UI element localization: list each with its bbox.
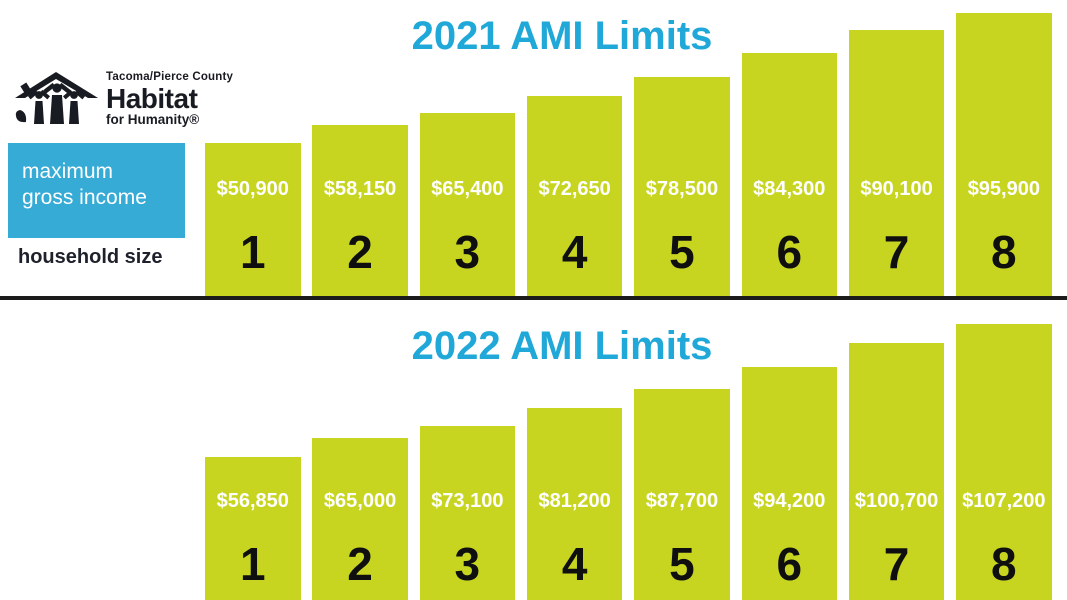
bar-value-label-2021-5: $78,500 [645, 178, 719, 200]
bar-value-label-2022-4: $81,200 [538, 490, 611, 512]
maximum-gross-income-label: maximum gross income [8, 143, 185, 238]
income-label-text: maximum gross income [22, 160, 147, 210]
bar-category-label-2022-2: 2 [347, 538, 373, 590]
bar-value-label-2021-2: $58,150 [323, 178, 397, 200]
bar-value-label-2022-6: $94,200 [753, 490, 826, 512]
bar-value-label-2021-7: $90,100 [860, 178, 933, 200]
bar-value-label-2022-7: $100,700 [854, 490, 939, 512]
bar-value-label-2022-1: $56,850 [216, 490, 289, 512]
bar-2022-size-2 [312, 438, 408, 600]
bar-2021-size-8 [956, 13, 1052, 296]
bar-category-label-2022-8: 8 [991, 538, 1017, 590]
bar-value-label-2022-3: $73,100 [431, 490, 504, 512]
bar-category-label-2021-3: 3 [454, 226, 481, 278]
bar-2021-size-3 [419, 113, 516, 296]
bar-value-label-2022-8: $107,200 [962, 490, 1046, 512]
bar-category-label-2021-8: 8 [991, 226, 1017, 278]
bar-2022-size-7 [848, 343, 945, 600]
bar-category-label-2022-5: 5 [669, 538, 695, 590]
bar-category-label-2021-4: 4 [561, 226, 588, 278]
household-size-label: household size [18, 246, 163, 268]
bar-2022-size-6 [741, 367, 837, 600]
habitat-house-icon [15, 72, 98, 124]
bar-category-label-2022-3: 3 [454, 538, 481, 590]
bar-value-label-2021-8: $95,900 [967, 178, 1040, 200]
bar-category-label-2022-4: 4 [561, 538, 588, 590]
bar-2021-size-6 [741, 53, 837, 296]
bar-category-label-2021-7: 7 [883, 226, 910, 278]
logo-county: Tacoma/Pierce County [106, 71, 234, 83]
habitat-logo-text: Tacoma/Pierce County Habitat for Humanit… [106, 68, 233, 126]
bar-category-label-2021-2: 2 [347, 226, 373, 278]
divider-line [0, 296, 1067, 300]
bar-category-label-2022-1: 1 [239, 538, 266, 590]
bar-2021-size-7 [848, 30, 945, 296]
bar-value-label-2022-2: $65,000 [323, 490, 397, 512]
bar-2021-size-1 [205, 143, 301, 296]
bar-category-label-2021-5: 5 [669, 226, 695, 278]
chart-title-2021: 2021 AMI Limits [411, 14, 713, 58]
bar-2022-size-3 [419, 426, 516, 600]
bar-2022-size-5 [634, 389, 730, 600]
bar-value-label-2021-4: $72,650 [538, 178, 611, 200]
logo-name: Habitat [106, 82, 198, 114]
bar-category-label-2021-1: 1 [239, 226, 266, 278]
bar-2021-size-5 [634, 77, 730, 296]
bar-2022-size-4 [526, 408, 623, 600]
bar-value-label-2022-5: $87,700 [645, 490, 719, 512]
logo-tagline: for Humanity® [106, 111, 200, 127]
bar-2022-size-8 [956, 324, 1052, 600]
bar-2021-size-2 [312, 125, 408, 296]
bar-2021-size-4 [526, 96, 623, 296]
bar-value-label-2021-6: $84,300 [753, 178, 826, 200]
bar-2022-size-1 [205, 457, 301, 600]
chart-title-2022: 2022 AMI Limits [411, 324, 713, 368]
bar-category-label-2021-6: 6 [776, 226, 803, 278]
habitat-logo: Tacoma/Pierce County Habitat for Humanit… [12, 68, 242, 134]
bar-category-label-2022-6: 6 [776, 538, 803, 590]
bar-category-label-2022-7: 7 [883, 538, 910, 590]
bar-value-label-2021-1: $50,900 [216, 178, 289, 200]
bar-value-label-2021-3: $65,400 [431, 178, 504, 200]
